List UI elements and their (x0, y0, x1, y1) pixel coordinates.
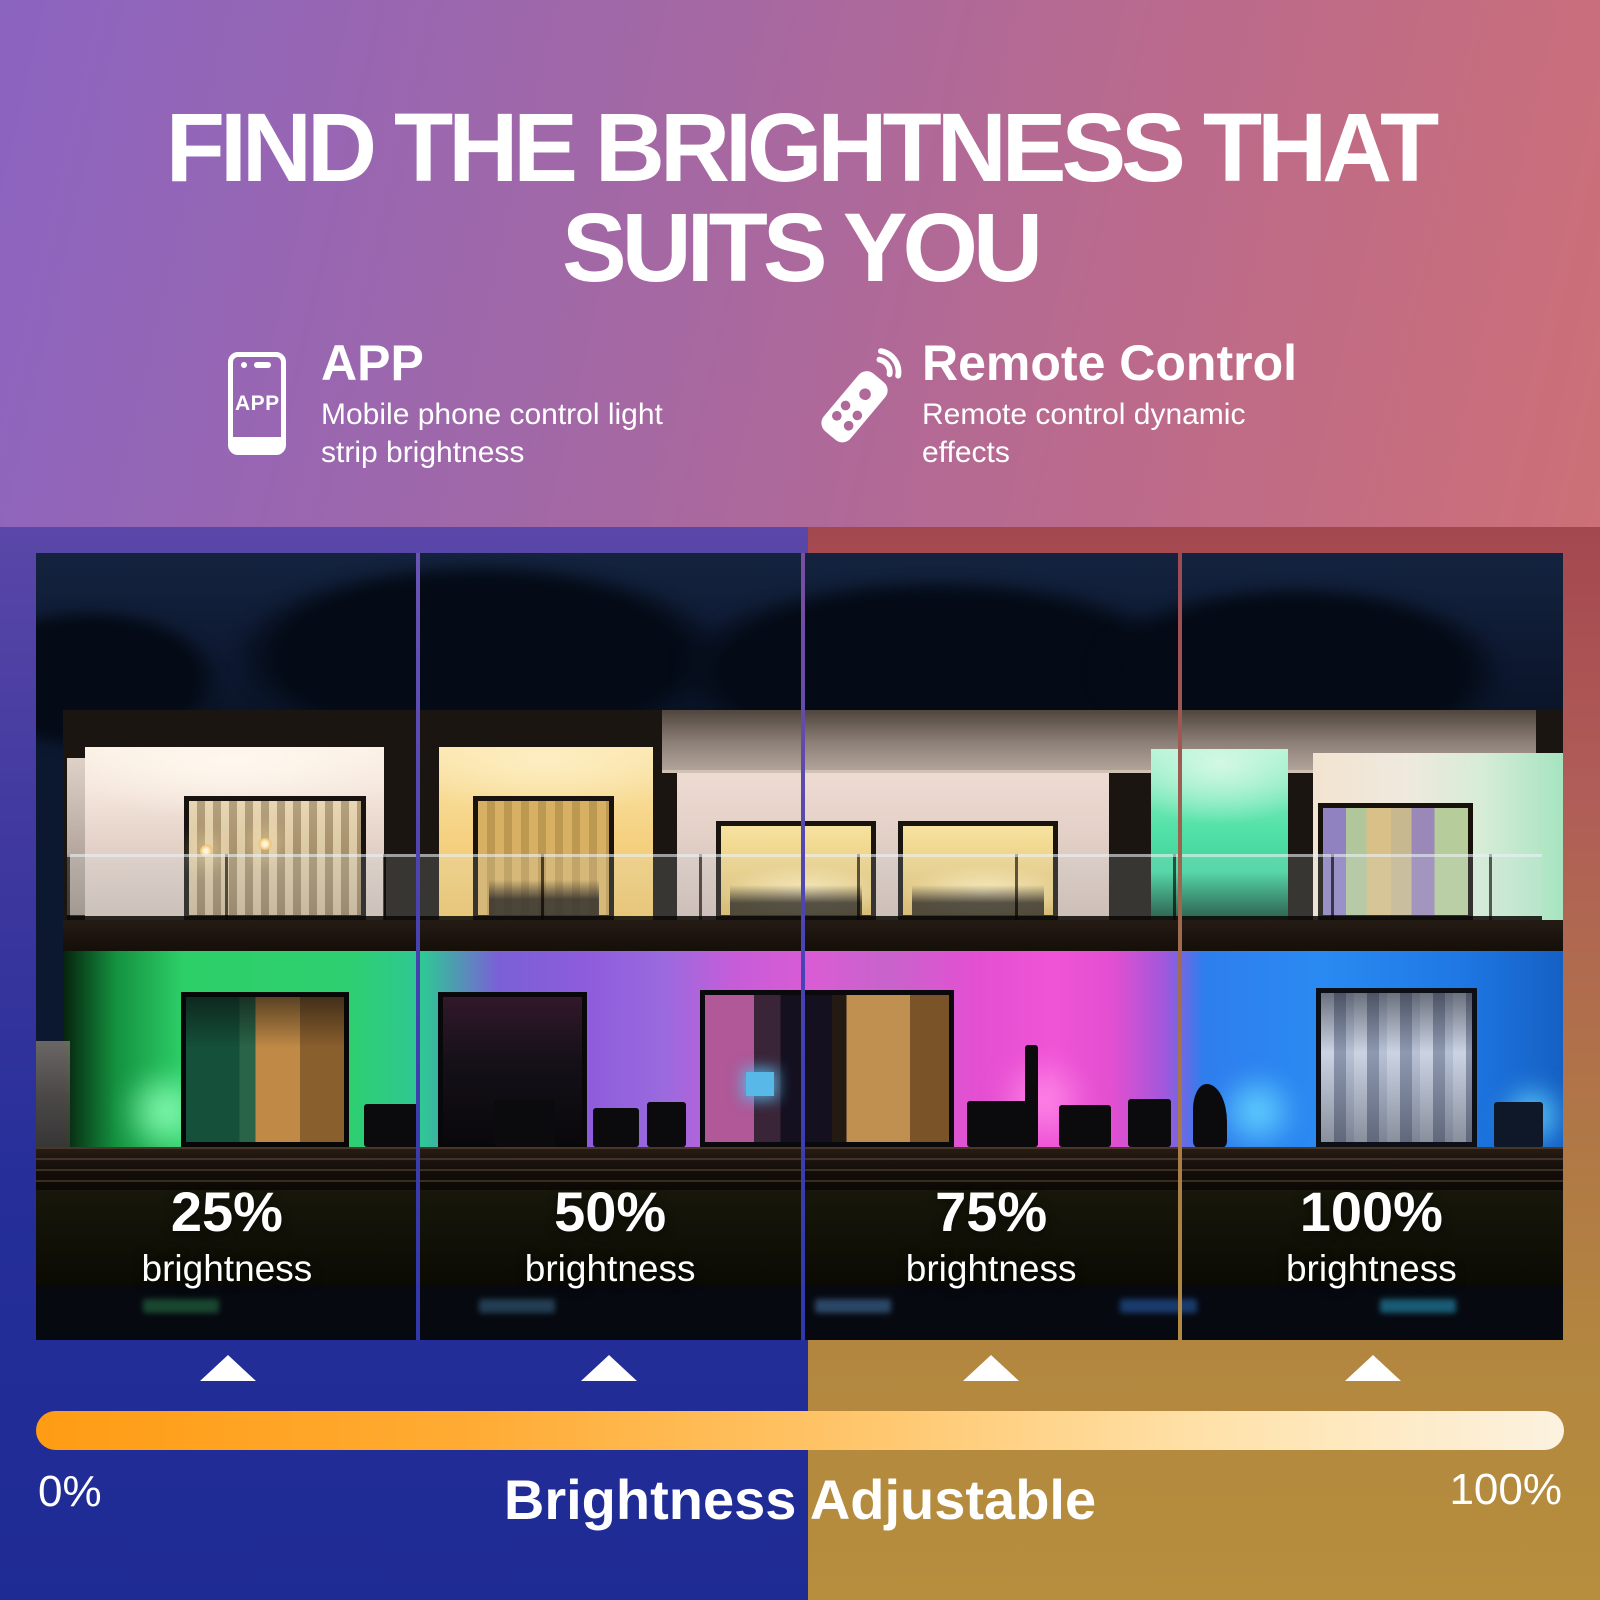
patio-door-green-curtain (181, 992, 350, 1148)
pendant-lamp (258, 836, 273, 851)
patio-furniture (967, 1100, 1032, 1148)
slider-min-label: 0% (38, 1467, 102, 1516)
patio-furniture (1059, 1105, 1111, 1148)
floor-lamp-silhouette (1025, 1044, 1038, 1148)
brightness-slider-track (36, 1411, 1564, 1450)
feature-app-heading: APP (321, 335, 424, 391)
panel-divider-1 (415, 553, 420, 1340)
percent-caption: brightness (1285, 1247, 1457, 1289)
patio-furniture (1127, 1099, 1171, 1148)
feature-app-desc-line1: Mobile phone control light (321, 398, 663, 431)
panel-divider-3 (1177, 553, 1182, 1340)
pool-reflection (142, 1299, 220, 1314)
remote-control-icon (806, 348, 904, 458)
page-title: FIND THE BRIGHTNESS THAT SUITS YOU (0, 98, 1600, 298)
pool-reflection (1120, 1299, 1197, 1314)
brightness-label-50: 50% brightness (418, 1179, 803, 1289)
phone-bottom-bezel (233, 437, 281, 450)
phone-speaker-bar (254, 362, 271, 368)
phone-screen-label: APP (235, 392, 280, 415)
brightness-label-100: 100% brightness (1180, 1179, 1563, 1289)
title-line-2: SUITS YOU (561, 193, 1043, 302)
percent-value: 50% (554, 1179, 667, 1243)
percent-value: 25% (170, 1179, 283, 1243)
feature-app: APP Mobile phone control light strip bri… (321, 336, 663, 472)
patio-furniture (364, 1103, 420, 1148)
pool-reflection (478, 1299, 556, 1314)
patio-furniture (646, 1102, 687, 1148)
slider-title: Brightness Adjustable (503, 1468, 1097, 1531)
roof-fascia-lit (662, 710, 1536, 774)
pool-reflection (814, 1299, 892, 1314)
curtained-window-blue (1315, 988, 1478, 1148)
floor-slab (63, 919, 1563, 952)
dark-lawn (36, 1190, 1563, 1285)
phone-camera-dot (241, 362, 247, 368)
patio-door-large (700, 989, 954, 1148)
pool-reflection (1379, 1299, 1457, 1314)
feature-app-description: Mobile phone control light strip brightn… (321, 396, 663, 472)
pool-reflection-band (36, 1284, 1563, 1340)
feature-remote-desc-line1: Remote control dynamic (922, 398, 1246, 431)
percent-caption: brightness (141, 1247, 313, 1289)
title-line-1: FIND THE BRIGHTNESS THAT (165, 93, 1440, 202)
feature-remote-description: Remote control dynamic effects (922, 396, 1297, 472)
feature-remote-heading: Remote Control (922, 335, 1297, 391)
tv-glow (746, 1072, 774, 1097)
feature-remote-desc-line2: effects (922, 436, 1010, 469)
brightness-label-75: 75% brightness (803, 1179, 1180, 1289)
header: FIND THE BRIGHTNESS THAT SUITS YOU APP A… (0, 0, 1600, 527)
percent-caption: brightness (524, 1247, 696, 1289)
feature-remote: Remote Control Remote control dynamic ef… (922, 336, 1297, 472)
app-phone-icon: APP (228, 352, 286, 455)
percent-value: 75% (935, 1179, 1048, 1243)
patio-furniture (593, 1107, 640, 1148)
percent-caption: brightness (905, 1247, 1077, 1289)
brightness-label-25: 25% brightness (36, 1179, 418, 1289)
feature-app-desc-line2: strip brightness (321, 436, 525, 469)
panel-divider-2 (800, 553, 805, 1340)
terrace-steps (36, 1147, 1563, 1191)
comparison-section: 25% brightness 50% brightness 75% bright… (0, 527, 1600, 1600)
patio-furniture (1494, 1102, 1544, 1148)
slider-max-label: 100% (1449, 1465, 1562, 1514)
house-night-photo: 25% brightness 50% brightness 75% bright… (36, 553, 1563, 1340)
percent-value: 100% (1299, 1179, 1443, 1243)
patio-furniture (494, 1099, 556, 1148)
cyan-light-glow (1211, 1072, 1304, 1152)
